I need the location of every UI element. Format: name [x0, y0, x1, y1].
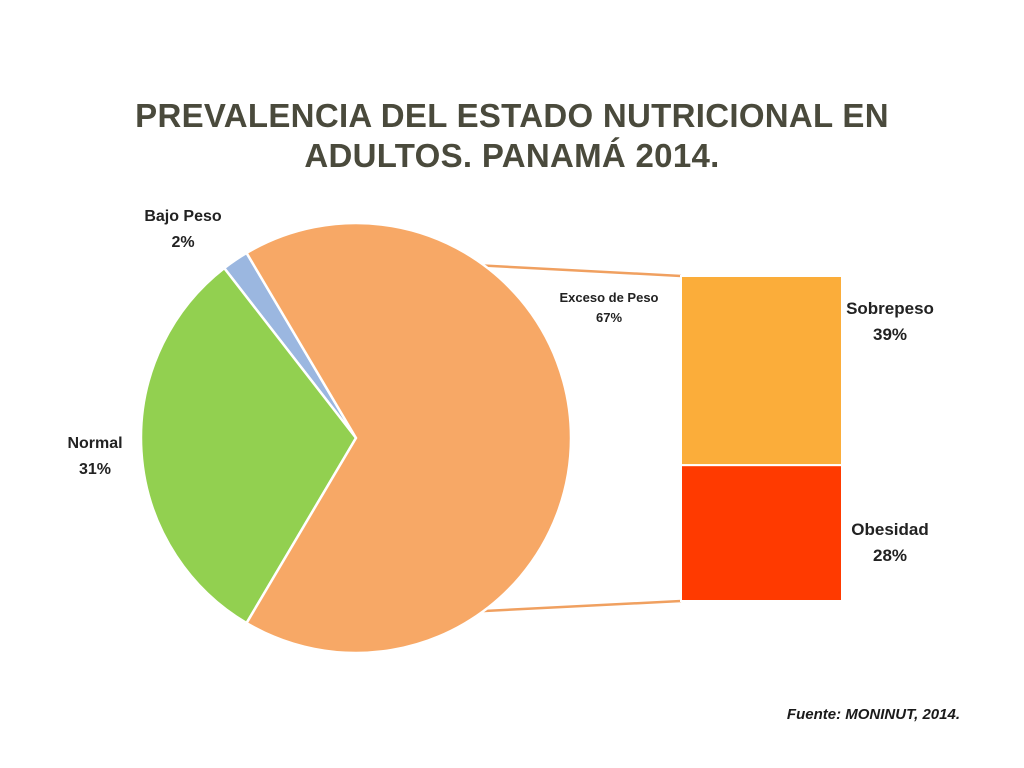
- pie-slice-exceso-de-peso: [244, 221, 573, 655]
- source-note: Fuente: MONINUT, 2014.: [786, 706, 960, 723]
- chart-title-line-2: ADULTOS. PANAMÁ 2014.: [304, 137, 720, 174]
- slice-label-normal: Normal: [67, 435, 122, 452]
- slice-value-exceso-de-peso: 67%: [596, 310, 622, 325]
- slice-label-exceso-de-peso: Exceso de Peso: [560, 290, 659, 305]
- bar-value-obesidad: 28%: [873, 546, 907, 565]
- slice-label-bajo-peso: Bajo Peso: [144, 208, 222, 225]
- bar-label-obesidad: Obesidad: [851, 520, 928, 539]
- pie-slice-normal: [139, 266, 358, 625]
- slice-value-bajo-peso: 2%: [171, 234, 194, 251]
- slice-value-normal: 31%: [79, 461, 111, 478]
- bar-value-sobrepeso: 39%: [873, 325, 907, 344]
- bar-label-sobrepeso: Sobrepeso: [846, 299, 934, 318]
- breakdown-bar: [680, 275, 843, 602]
- bar-segment-sobrepeso: [680, 275, 843, 467]
- chart-title-line-1: PREVALENCIA DEL ESTADO NUTRICIONAL EN: [135, 97, 889, 134]
- bar-segment-obesidad: [680, 464, 843, 602]
- chart-title: PREVALENCIA DEL ESTADO NUTRICIONAL EN AD…: [112, 96, 912, 176]
- pie: [139, 221, 573, 655]
